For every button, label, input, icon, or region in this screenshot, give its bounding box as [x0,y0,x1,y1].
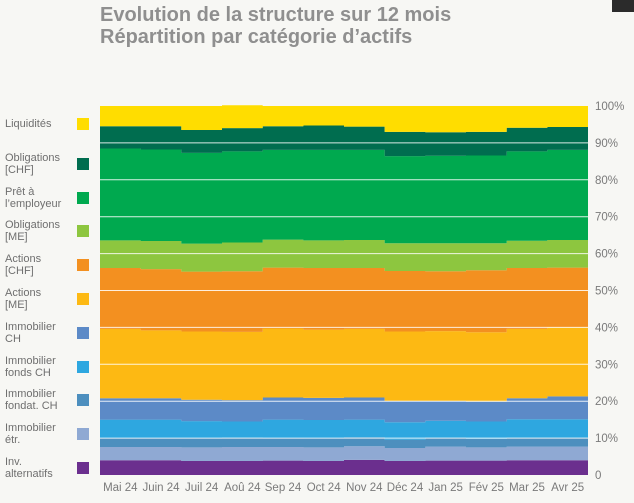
legend-swatch [77,259,89,272]
corner-mark [612,0,634,12]
x-tick-label: Juin 24 [142,482,180,494]
legend-swatch [77,428,89,441]
series-9 [100,125,588,157]
series-area-9 [100,125,588,157]
y-tick-label: 70% [595,212,618,224]
y-tick-label: 40% [595,322,618,334]
chart-title: Evolution de la structure sur 12 mois Ré… [100,4,451,48]
series-area-4 [100,396,588,423]
x-tick-label: Avr 25 [551,482,584,494]
legend-label: Actions [CHF] [5,253,42,278]
chart-title-line2: Répartition par catégorie d’actifs [100,26,413,48]
legend-label: Immobilier fondat. CH [5,388,58,413]
y-tick-label: 90% [595,138,618,150]
x-tick-label: Oct 24 [307,482,341,494]
series-area-7 [100,239,588,272]
y-tick-label: 0 [595,470,601,482]
series-area-1 [100,446,588,461]
legend-label: Inv. alternatifs [5,456,53,480]
legend-swatch [77,118,89,130]
legend-label: Immobilier étr. [5,422,56,447]
chart-title-line1: Evolution de la structure sur 12 mois [100,4,452,26]
legend-label: Immobilier fonds CH [5,354,56,379]
x-tick-label: Jan 25 [428,482,463,494]
series-area-2 [100,437,588,449]
legend-swatch [77,225,89,238]
legend-swatch [77,191,89,204]
series-area-0 [100,459,588,475]
series-2 [100,437,588,449]
y-tick-label: 10% [595,433,618,445]
series-0 [100,459,588,475]
series-area-10 [100,105,588,133]
series-7 [100,239,588,272]
legend-label: Obligations [CHF] [5,151,61,176]
y-tick-label: 50% [595,286,618,298]
x-tick-label: Juil 24 [185,482,219,494]
series-area-6 [100,267,588,333]
legend-label: Prêt à l’employeur [5,185,62,210]
series-1 [100,446,588,461]
y-tick-label: 100% [595,101,624,113]
y-tick-label: 60% [595,249,618,261]
series-10 [100,105,588,133]
x-tick-label: Mar 25 [509,482,545,494]
x-tick-label: Nov 24 [346,482,383,494]
series-area-8 [100,148,588,244]
legend-swatch [77,462,89,474]
legend-swatch [77,360,89,373]
legend-label: Liquidités [5,118,52,130]
x-tick-label: Fév 25 [469,482,504,494]
legend-label: Obligations [ME] [5,219,61,244]
x-tick-label: Déc 24 [387,482,424,494]
x-tick-label: Sep 24 [265,482,302,494]
series-area-3 [100,419,588,440]
y-tick-label: 30% [595,359,618,371]
legend-swatch [77,326,89,339]
series-6 [100,267,588,333]
legend-swatch [77,394,89,407]
series-4 [100,396,588,423]
y-tick-label: 20% [595,396,618,408]
series-3 [100,419,588,440]
series-8 [100,148,588,244]
x-tick-label: Mai 24 [103,482,138,494]
legend-label: Actions [ME] [5,287,42,311]
legend-label: Immobilier CH [5,320,56,345]
legend-swatch [77,293,89,305]
y-tick-label: 80% [595,175,618,187]
x-tick-label: Aoû 24 [224,482,261,494]
legend-swatch [77,157,89,170]
